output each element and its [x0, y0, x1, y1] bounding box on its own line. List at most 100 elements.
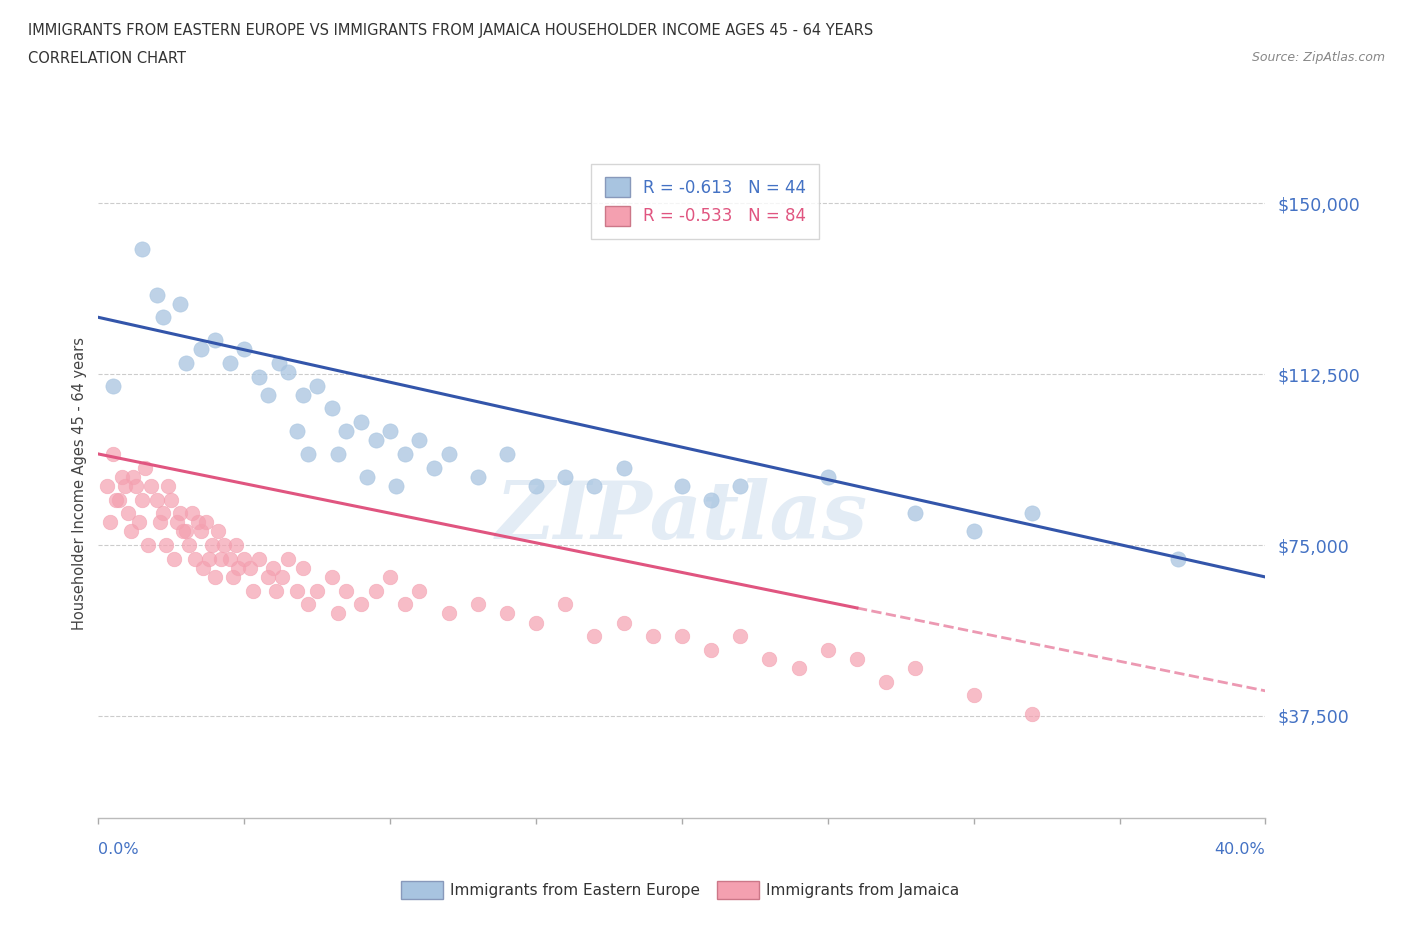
Text: Immigrants from Jamaica: Immigrants from Jamaica	[766, 883, 959, 897]
Point	[612, 460, 634, 475]
Point	[166, 515, 188, 530]
Point	[96, 478, 118, 493]
Point	[136, 538, 159, 552]
Point	[247, 551, 270, 566]
Point	[335, 583, 357, 598]
Point	[385, 478, 408, 493]
Point	[160, 492, 183, 507]
Point	[134, 460, 156, 475]
Point	[285, 583, 308, 598]
Point	[169, 297, 191, 312]
Point	[758, 652, 780, 667]
Point	[612, 615, 634, 630]
Point	[139, 478, 162, 493]
Point	[221, 569, 243, 584]
Point	[291, 387, 314, 402]
Point	[817, 643, 839, 658]
Point	[524, 478, 547, 493]
Point	[198, 551, 221, 566]
Point	[467, 470, 489, 485]
Point	[671, 629, 693, 644]
Y-axis label: Householder Income Ages 45 - 64 years: Householder Income Ages 45 - 64 years	[72, 337, 87, 631]
Point	[524, 615, 547, 630]
Point	[277, 365, 299, 379]
Point	[195, 515, 218, 530]
Point	[117, 506, 139, 521]
Point	[101, 446, 124, 461]
Point	[256, 569, 278, 584]
Point	[307, 583, 329, 598]
Point	[204, 333, 226, 348]
Point	[904, 506, 927, 521]
Point	[297, 597, 319, 612]
Point	[364, 583, 387, 598]
Point	[174, 355, 197, 370]
Point	[111, 470, 134, 485]
Point	[98, 515, 121, 530]
Point	[152, 310, 174, 325]
Point	[204, 569, 226, 584]
Point	[169, 506, 191, 521]
Point	[228, 561, 250, 576]
Point	[256, 387, 278, 402]
Point	[157, 478, 180, 493]
Point	[277, 551, 299, 566]
Point	[128, 515, 150, 530]
Point	[239, 561, 262, 576]
Point	[271, 569, 294, 584]
Point	[163, 551, 186, 566]
Point	[114, 478, 136, 493]
Point	[364, 432, 387, 447]
Text: IMMIGRANTS FROM EASTERN EUROPE VS IMMIGRANTS FROM JAMAICA HOUSEHOLDER INCOME AGE: IMMIGRANTS FROM EASTERN EUROPE VS IMMIGR…	[28, 23, 873, 38]
Point	[233, 342, 256, 357]
Point	[356, 470, 378, 485]
Point	[193, 561, 215, 576]
Text: ZIPatlas: ZIPatlas	[496, 478, 868, 556]
Point	[671, 478, 693, 493]
Point	[583, 478, 606, 493]
Point	[307, 379, 329, 393]
Point	[394, 597, 416, 612]
Point	[218, 355, 240, 370]
Point	[437, 446, 460, 461]
Point	[149, 515, 172, 530]
Point	[1021, 506, 1043, 521]
Point	[817, 470, 839, 485]
Text: Source: ZipAtlas.com: Source: ZipAtlas.com	[1251, 51, 1385, 64]
Point	[177, 538, 200, 552]
Point	[321, 569, 343, 584]
Point	[131, 492, 153, 507]
Point	[120, 524, 142, 538]
Point	[554, 470, 576, 485]
Point	[207, 524, 229, 538]
Point	[108, 492, 131, 507]
Point	[152, 506, 174, 521]
Point	[190, 524, 212, 538]
Text: CORRELATION CHART: CORRELATION CHART	[28, 51, 186, 66]
Point	[495, 606, 517, 621]
Point	[291, 561, 314, 576]
Point	[423, 460, 446, 475]
Point	[730, 629, 752, 644]
Point	[218, 551, 240, 566]
Point	[104, 492, 127, 507]
Point	[408, 432, 430, 447]
Point	[146, 492, 169, 507]
Point	[845, 652, 868, 667]
Point	[1021, 706, 1043, 721]
Point	[700, 643, 723, 658]
Point	[269, 355, 291, 370]
Point	[155, 538, 177, 552]
Point	[1167, 551, 1189, 566]
Point	[297, 446, 319, 461]
Text: 40.0%: 40.0%	[1215, 842, 1265, 857]
Point	[183, 551, 205, 566]
Point	[350, 415, 373, 430]
Point	[190, 342, 212, 357]
Point	[641, 629, 664, 644]
Point	[225, 538, 247, 552]
Point	[495, 446, 517, 461]
Point	[350, 597, 373, 612]
Text: 0.0%: 0.0%	[98, 842, 139, 857]
Point	[467, 597, 489, 612]
